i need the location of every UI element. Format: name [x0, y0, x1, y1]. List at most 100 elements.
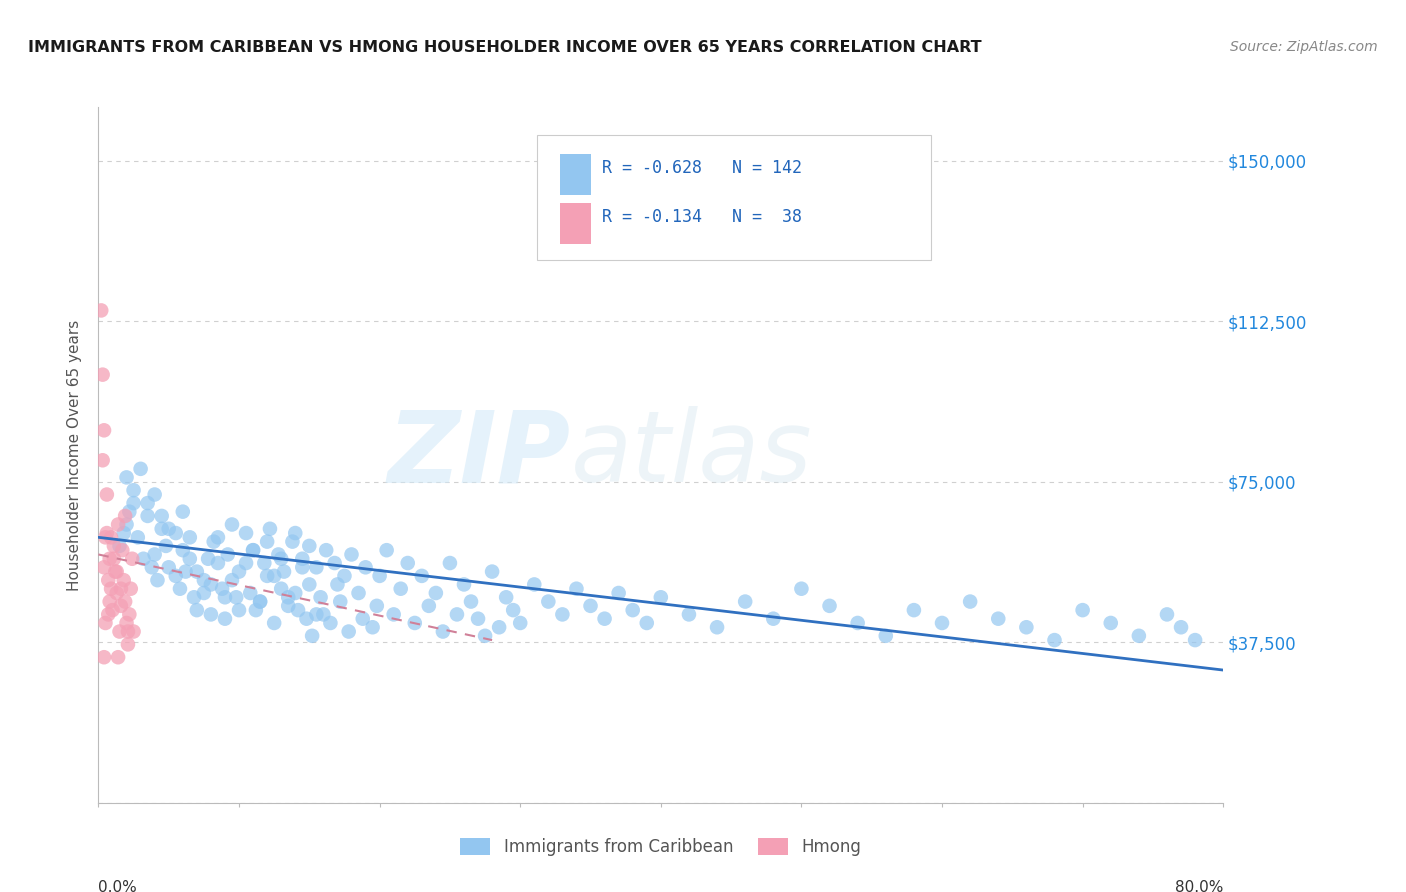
Point [221, 517, 243, 532]
Point [361, 620, 384, 634]
Point [418, 599, 440, 613]
Point [93, 423, 115, 437]
Point [101, 603, 124, 617]
Point [108, 624, 131, 639]
Point [295, 612, 318, 626]
Point [141, 560, 163, 574]
Point [253, 556, 276, 570]
Point [228, 603, 250, 617]
Point [97, 573, 120, 587]
Point [396, 556, 419, 570]
Point [110, 582, 132, 596]
Point [143, 487, 166, 501]
Point [284, 526, 307, 541]
Point [105, 586, 128, 600]
Point [1156, 607, 1178, 622]
Point [298, 539, 321, 553]
Point [366, 599, 388, 613]
Point [115, 517, 138, 532]
Point [249, 594, 271, 608]
Point [117, 624, 139, 639]
Point [931, 615, 953, 630]
Point [382, 607, 405, 622]
Point [259, 522, 281, 536]
Point [94, 530, 117, 544]
Point [319, 615, 342, 630]
Point [375, 543, 398, 558]
Point [150, 508, 173, 523]
Point [678, 607, 700, 622]
Point [277, 591, 299, 605]
Point [242, 543, 264, 558]
FancyBboxPatch shape [537, 135, 931, 260]
Point [1071, 603, 1094, 617]
Point [165, 526, 187, 541]
Point [959, 594, 981, 608]
Point [107, 650, 129, 665]
FancyBboxPatch shape [560, 203, 591, 244]
Point [593, 612, 616, 626]
Point [790, 582, 813, 596]
Point [118, 505, 141, 519]
Point [439, 556, 461, 570]
Point [502, 603, 524, 617]
Point [157, 560, 180, 574]
Point [179, 530, 201, 544]
Point [193, 586, 215, 600]
Point [1170, 620, 1192, 634]
Point [425, 586, 447, 600]
Point [291, 560, 314, 574]
Point [105, 565, 128, 579]
Text: 80.0%: 80.0% [1175, 880, 1223, 892]
Point [1015, 620, 1038, 634]
Point [607, 586, 630, 600]
Point [110, 599, 132, 613]
Point [235, 526, 257, 541]
Point [287, 603, 309, 617]
Point [127, 530, 149, 544]
Point [200, 607, 222, 622]
Text: Source: ZipAtlas.com: Source: ZipAtlas.com [1230, 40, 1378, 54]
Point [291, 551, 314, 566]
Point [91, 453, 114, 467]
Point [706, 620, 728, 634]
Point [762, 612, 785, 626]
Point [368, 569, 391, 583]
Point [121, 551, 143, 566]
Point [100, 530, 122, 544]
Point [228, 565, 250, 579]
Point [174, 565, 197, 579]
Point [326, 577, 349, 591]
Point [333, 569, 356, 583]
Point [281, 534, 304, 549]
Point [389, 582, 412, 596]
Point [157, 522, 180, 536]
Point [200, 577, 222, 591]
Point [875, 629, 897, 643]
Point [93, 650, 115, 665]
Point [217, 548, 239, 562]
Point [818, 599, 841, 613]
Point [323, 556, 346, 570]
Point [347, 586, 370, 600]
Point [235, 556, 257, 570]
Point [734, 594, 756, 608]
Point [551, 607, 574, 622]
Point [122, 483, 145, 498]
Point [523, 577, 546, 591]
Point [301, 629, 323, 643]
Point [90, 303, 112, 318]
Point [446, 607, 468, 622]
Point [411, 569, 433, 583]
Point [100, 582, 122, 596]
Point [108, 539, 131, 553]
Y-axis label: Householder Income Over 65 years: Householder Income Over 65 years [67, 319, 83, 591]
Point [122, 496, 145, 510]
Point [460, 594, 482, 608]
Point [207, 530, 229, 544]
Point [312, 607, 335, 622]
Point [1099, 615, 1122, 630]
Point [211, 582, 233, 596]
Point [115, 470, 138, 484]
Point [202, 534, 225, 549]
